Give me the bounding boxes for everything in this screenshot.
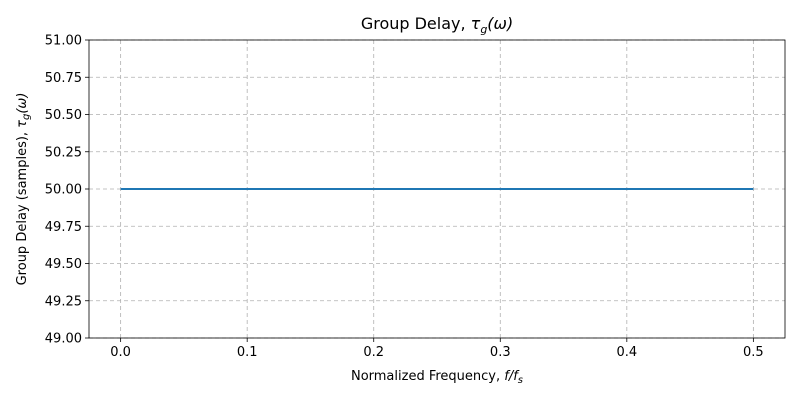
x-tick-label: 0.4 — [616, 345, 637, 360]
y-tick-label: 50.00 — [45, 183, 82, 198]
x-axis-label: Normalized Frequency, f/fs — [351, 369, 523, 386]
y-tick-label: 49.25 — [45, 294, 82, 309]
y-axis-label: Group Delay (samples), τg(ω) — [15, 93, 32, 286]
x-tick-label: 0.3 — [490, 345, 511, 360]
x-tick-label: 0.2 — [363, 345, 384, 360]
y-tick-label: 51.00 — [45, 34, 82, 49]
y-tick-label: 50.50 — [45, 108, 82, 123]
y-tick-label: 50.25 — [45, 145, 82, 160]
x-tick-label: 0.0 — [110, 345, 131, 360]
y-tick-label: 49.50 — [45, 257, 82, 272]
ticks: 0.0 0.1 0.2 0.3 0.4 0.5 49.00 49.25 49.50 49.75 50… — [45, 34, 764, 361]
x-tick-label: 0.5 — [743, 345, 764, 360]
y-tick-label: 49.75 — [45, 220, 82, 235]
x-tick-label: 0.1 — [237, 345, 258, 360]
chart-title: Group Delay, τg(ω) — [361, 14, 513, 36]
y-tick-label: 50.75 — [45, 71, 82, 86]
y-tick-label: 49.00 — [45, 332, 82, 347]
